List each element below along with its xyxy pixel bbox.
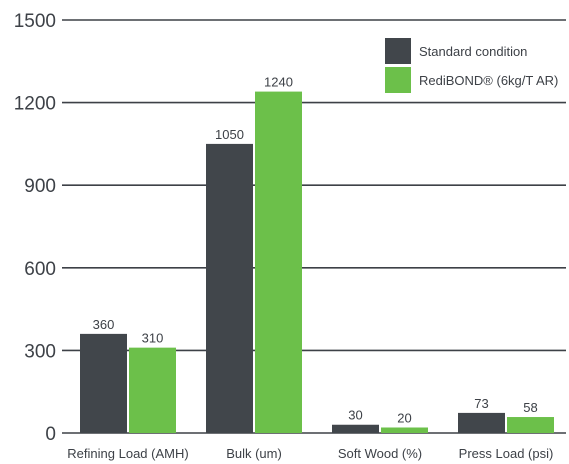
- y-tick-label: 1200: [14, 94, 56, 115]
- bar-redibond-1: [255, 91, 302, 433]
- y-tick-label: 1500: [14, 11, 56, 32]
- bar-standard-3: [458, 412, 505, 433]
- legend-label: Standard condition: [419, 44, 527, 59]
- legend: Standard condition RediBOND® (6kg/T AR): [385, 38, 558, 93]
- y-tick-label: 0: [45, 424, 56, 445]
- data-label: 58: [523, 400, 537, 415]
- category-label: Refining Load (AMH): [67, 446, 188, 461]
- bar-redibond-0: [129, 347, 176, 433]
- bar-redibond-2: [381, 427, 428, 433]
- data-label: 1050: [215, 127, 244, 142]
- bar-standard-0: [80, 333, 127, 433]
- y-tick-label: 900: [24, 176, 56, 197]
- bar-redibond-3: [507, 417, 554, 433]
- bar-standard-2: [332, 424, 379, 433]
- data-label: 310: [142, 331, 164, 346]
- bar-standard-1: [206, 143, 253, 433]
- data-labels: 360 1050 30 73 310 1240 20 58: [93, 75, 538, 426]
- data-label: 73: [474, 396, 488, 411]
- category-label: Press Load (psi): [459, 446, 554, 461]
- category-labels: Refining Load (AMH) Bulk (um) Soft Wood (%…: [67, 446, 553, 461]
- legend-swatch-0: [385, 38, 411, 64]
- data-label: 30: [348, 408, 362, 423]
- data-label: 360: [93, 317, 115, 332]
- category-label: Bulk (um): [226, 446, 282, 461]
- y-tick-label: 300: [24, 341, 56, 362]
- legend-label: RediBOND® (6kg/T AR): [419, 73, 558, 88]
- data-label: 1240: [264, 75, 293, 90]
- bars: [80, 91, 554, 433]
- y-axis-ticks: 0 300 600 900 1200 1500: [14, 11, 56, 445]
- data-label: 20: [397, 410, 411, 425]
- y-tick-label: 600: [24, 259, 56, 280]
- legend-swatch-1: [385, 67, 411, 93]
- category-label: Soft Wood (%): [338, 446, 422, 461]
